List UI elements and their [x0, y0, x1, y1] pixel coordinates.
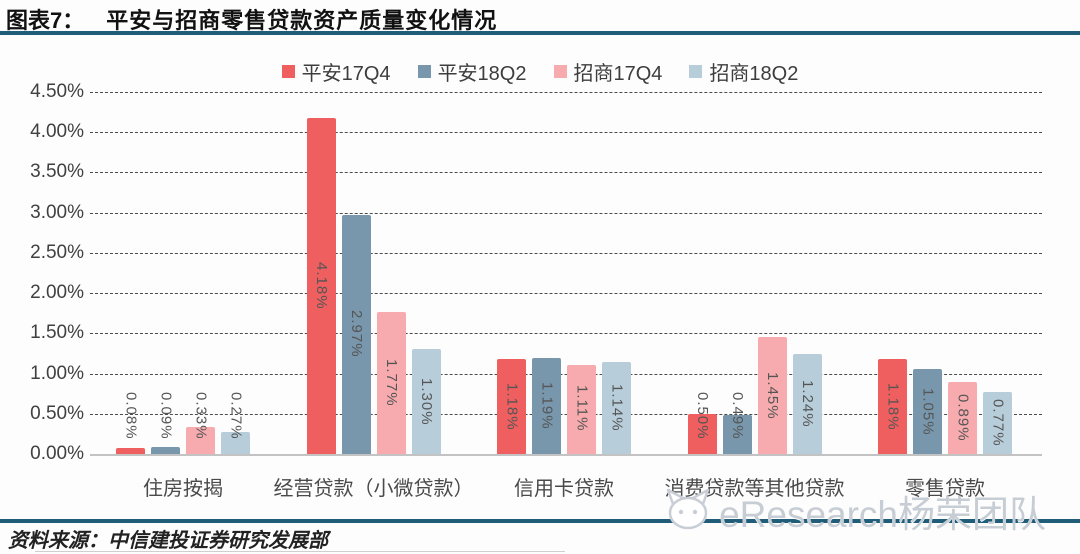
- bar: [948, 382, 977, 454]
- bar: [151, 446, 180, 454]
- gridline: [90, 212, 1042, 214]
- x-axis-baseline: [90, 454, 1042, 456]
- x-axis-category-label: 信用卡贷款: [514, 478, 614, 500]
- x-axis-category-label: 住房按揭: [143, 478, 223, 500]
- bar-value-label: 4.18%: [313, 261, 330, 310]
- bar-value-label: 0.49%: [729, 392, 746, 440]
- bar-value-label: 0.77%: [989, 399, 1007, 447]
- bar: [792, 354, 822, 454]
- bar-value-label: 1.18%: [503, 382, 521, 431]
- bar-value-label: 1.45%: [764, 371, 781, 420]
- chart-legend: 平安17Q4 平安18Q2 招商17Q4 招商18Q2: [0, 57, 1080, 86]
- y-axis-tick-label: 2.00%: [30, 282, 84, 303]
- bar: [913, 369, 942, 454]
- watermark-text: eResearch杨荣团队: [719, 494, 1046, 535]
- bar-value-label: 1.77%: [383, 358, 400, 407]
- bar-value-label: 0.50%: [694, 392, 711, 440]
- y-axis-tick-label: 3.50%: [30, 161, 84, 183]
- y-axis-tick-label: 1.00%: [30, 362, 84, 384]
- gridline: [90, 413, 1042, 415]
- bar: [687, 413, 717, 454]
- watermark: eResearch杨荣团队: [659, 484, 1046, 538]
- bar: [567, 364, 596, 454]
- bar-value-label: 0.08%: [122, 392, 140, 440]
- gridline: [90, 293, 1042, 294]
- gridline: [90, 91, 1042, 93]
- bar-value-label: 0.27%: [227, 392, 245, 440]
- y-axis-tick-label: 3.00%: [30, 201, 84, 223]
- bottom-faint-line: [35, 551, 565, 552]
- bar-value-label: 1.05%: [919, 387, 937, 436]
- bar: [532, 358, 561, 454]
- legend-swatch-icon: [689, 65, 703, 78]
- x-axis-category-label: 零售贷款: [905, 478, 985, 500]
- bar: [376, 311, 406, 454]
- bar: [878, 359, 907, 454]
- gridline: [90, 172, 1042, 174]
- gridline: [90, 132, 1042, 133]
- legend-swatch-icon: [417, 65, 431, 78]
- bar-value-label: 1.14%: [608, 384, 626, 432]
- bar: [497, 359, 526, 454]
- bar-value-label: 0.33%: [192, 392, 210, 440]
- bar-value-label: 0.89%: [954, 394, 972, 442]
- title-row: 图表7： 平安与招商零售贷款资产质量变化情况: [6, 3, 497, 35]
- gridline: [90, 333, 1042, 335]
- bar: [411, 349, 441, 454]
- figure-label: 图表7：: [6, 8, 85, 33]
- legend-label: 平安17Q4: [301, 63, 391, 85]
- y-axis-tick-label: 4.50%: [30, 80, 84, 102]
- bar-value-label: 1.19%: [538, 382, 556, 430]
- bar: [341, 214, 371, 454]
- y-axis-tick-label: 0.50%: [30, 402, 84, 424]
- bar-value-label: 1.18%: [884, 382, 902, 431]
- footer-divider-rule: [0, 519, 1080, 523]
- legend-item: 招商18Q2: [689, 57, 798, 86]
- y-axis-tick-label: 2.50%: [30, 241, 84, 263]
- source-note: 资料来源：中信建投证券研究发展部: [8, 530, 328, 552]
- legend-label: 招商18Q2: [709, 63, 799, 85]
- page-title: 平安与招商零售贷款资产质量变化情况: [106, 8, 498, 33]
- bar-value-label: 2.97%: [348, 310, 365, 358]
- bar-value-label: 1.11%: [573, 385, 591, 432]
- gridline: [90, 373, 1042, 375]
- y-axis-tick-label: 4.00%: [30, 121, 84, 142]
- bar-value-label: 0.09%: [157, 392, 175, 440]
- legend-label: 招商17Q4: [573, 63, 663, 85]
- cat-logo-icon: [659, 487, 715, 536]
- bar: [186, 427, 215, 454]
- bar: [983, 392, 1012, 454]
- bar: [221, 432, 250, 454]
- bar: [602, 362, 631, 454]
- legend-item: 平安18Q2: [417, 57, 527, 86]
- bar-value-label: 1.24%: [799, 380, 816, 428]
- legend-swatch-icon: [281, 65, 295, 78]
- y-axis-tick-label: 1.50%: [30, 322, 84, 344]
- bar: [757, 337, 787, 454]
- bar: [306, 117, 336, 454]
- y-axis-tick-label: 0.00%: [30, 443, 84, 464]
- x-axis-category-label: 经营贷款（小微贷款）: [273, 478, 474, 500]
- bar: [722, 414, 752, 454]
- bar: [116, 447, 145, 454]
- gridline: [90, 252, 1042, 254]
- source-row: 资料来源：中信建投证券研究发展部: [8, 524, 328, 553]
- legend-swatch-icon: [553, 65, 567, 78]
- header-divider-rule: [0, 31, 1080, 35]
- legend-label: 平安18Q2: [437, 63, 527, 85]
- legend-item: 招商17Q4: [553, 57, 663, 86]
- x-axis-category-label: 消费贷款等其他贷款: [664, 478, 845, 500]
- bar-value-label: 1.30%: [418, 377, 435, 426]
- legend-item: 平安17Q4: [281, 57, 391, 86]
